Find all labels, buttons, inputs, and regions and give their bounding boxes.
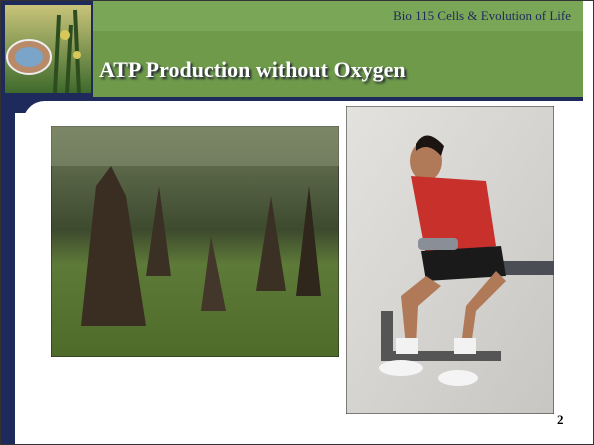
right-margin (583, 1, 593, 444)
swamp-photo (51, 126, 339, 357)
exercise-photo (346, 106, 554, 414)
page: Bio 115 Cells & Evolution of Life ATP Pr… (0, 0, 594, 445)
header-photo (5, 5, 91, 93)
slide-title: ATP Production without Oxygen (99, 57, 406, 83)
slide: Bio 115 Cells & Evolution of Life ATP Pr… (0, 0, 594, 445)
course-label: Bio 115 Cells & Evolution of Life (301, 8, 571, 24)
slide-number: 2 (557, 412, 564, 428)
